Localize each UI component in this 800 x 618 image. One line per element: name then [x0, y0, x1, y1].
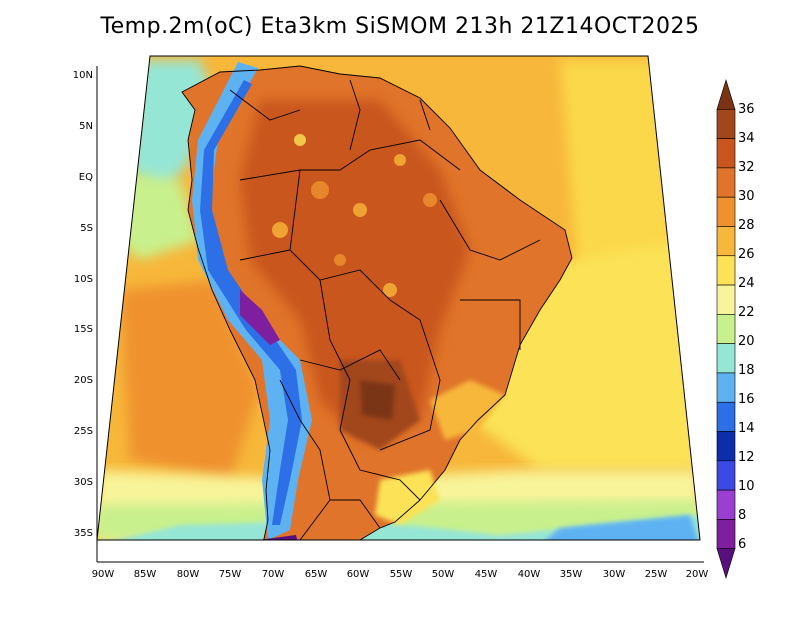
warm-cell [334, 254, 346, 266]
latitude-axis: 10N 5N EQ 5S 10S 15S 20S 25S 30S 35S [73, 70, 93, 539]
colorbar-label: 26 [738, 247, 755, 262]
lon-tick-label: 75W [219, 569, 242, 580]
lon-tick-label: 30W [603, 569, 626, 580]
lat-tick-label: 20S [74, 375, 93, 386]
colorbar-label: 14 [738, 421, 755, 436]
andes-band-coldest [240, 290, 280, 345]
warm-cell [272, 222, 288, 238]
interior-peak-zone [360, 380, 395, 420]
warm-cell [311, 181, 329, 199]
colorbar-label: 32 [738, 160, 755, 175]
lon-tick-label: 55W [390, 569, 413, 580]
andes-band-cool [192, 62, 312, 540]
colorbar-label: 30 [738, 189, 755, 204]
lon-tick-label: 50W [432, 569, 455, 580]
lon-tick-label: 20W [686, 569, 709, 580]
colorbar-arrow-top [716, 78, 736, 110]
lon-tick-label: 65W [305, 569, 328, 580]
lon-tick-label: 35W [560, 569, 583, 580]
interior-hot-zone [240, 100, 470, 440]
warm-cell [294, 134, 306, 146]
colorbar-segment [716, 284, 736, 315]
southern-ocean-coldest [540, 515, 700, 540]
colorbar-label: 10 [738, 479, 755, 494]
colorbar-label: 28 [738, 218, 755, 233]
colorbar-label: 16 [738, 392, 755, 407]
lon-tick-label: 40W [518, 569, 541, 580]
colorbar-segment [716, 372, 736, 403]
lat-tick-label: 15S [74, 324, 93, 335]
colorbar-label: 34 [738, 131, 755, 146]
lat-tick-label: 5S [80, 223, 93, 234]
colorbar-segments [716, 78, 736, 580]
lat-tick-label: 5N [79, 121, 93, 132]
lat-tick-label: 10S [74, 274, 93, 285]
colorbar-segment [716, 460, 736, 491]
warm-cell [423, 193, 437, 207]
lat-tick-label: 30S [74, 477, 93, 488]
colorbar-segment [716, 401, 736, 432]
colorbar-segment [716, 255, 736, 286]
warm-cell [383, 283, 397, 297]
longitude-axis: 90W 85W 80W 75W 70W 65W 60W 55W 50W 45W … [92, 569, 709, 580]
colorbar-labels: 36 34 32 30 28 26 24 22 20 18 16 14 12 1… [738, 102, 755, 552]
colorbar-segment [716, 167, 736, 198]
colorbar-label: 20 [738, 334, 755, 349]
warm-cell [394, 154, 406, 166]
map-frame [96, 55, 701, 541]
colorbar-segment [716, 489, 736, 520]
lat-tick-label: 35S [74, 528, 93, 539]
colorbar-segment [716, 196, 736, 227]
map-area [97, 56, 700, 540]
lon-tick-label: 60W [347, 569, 370, 580]
colorbar-label: 8 [738, 508, 746, 523]
lon-tick-label: 85W [134, 569, 157, 580]
colorbar-segment [716, 431, 736, 462]
colorbar-arrow-bottom [716, 548, 736, 580]
colorbar-segment [716, 343, 736, 374]
lon-tick-label: 70W [262, 569, 285, 580]
map-title: Temp.2m(oC) Eta3km SiSMOM 213h 21Z14OCT2… [100, 14, 700, 39]
lon-tick-label: 25W [645, 569, 668, 580]
pacific-warm-region [120, 280, 260, 480]
colorbar: 36 34 32 30 28 26 24 22 20 18 16 14 12 1… [716, 78, 755, 580]
colorbar-segment [716, 108, 736, 139]
colorbar-segment [716, 138, 736, 169]
warm-cell [353, 203, 367, 217]
colorbar-label: 18 [738, 363, 755, 378]
south-brazil-cool-patch [375, 470, 440, 525]
country-borders [181, 65, 573, 540]
lat-tick-label: 25S [74, 426, 93, 437]
colorbar-label: 6 [738, 537, 746, 552]
colorbar-label: 22 [738, 305, 755, 320]
lon-tick-label: 80W [177, 569, 200, 580]
lon-tick-label: 45W [475, 569, 498, 580]
colorbar-segment [716, 519, 736, 550]
colorbar-label: 12 [738, 450, 755, 465]
lat-tick-label: EQ [79, 172, 93, 183]
lon-tick-label: 90W [92, 569, 115, 580]
colorbar-segment [716, 226, 736, 257]
colorbar-segment [716, 314, 736, 344]
lat-tick-label: 10N [73, 70, 93, 81]
southeast-brazil-mild [430, 380, 505, 440]
colorbar-label: 36 [738, 102, 755, 117]
colorbar-label: 24 [738, 276, 755, 291]
